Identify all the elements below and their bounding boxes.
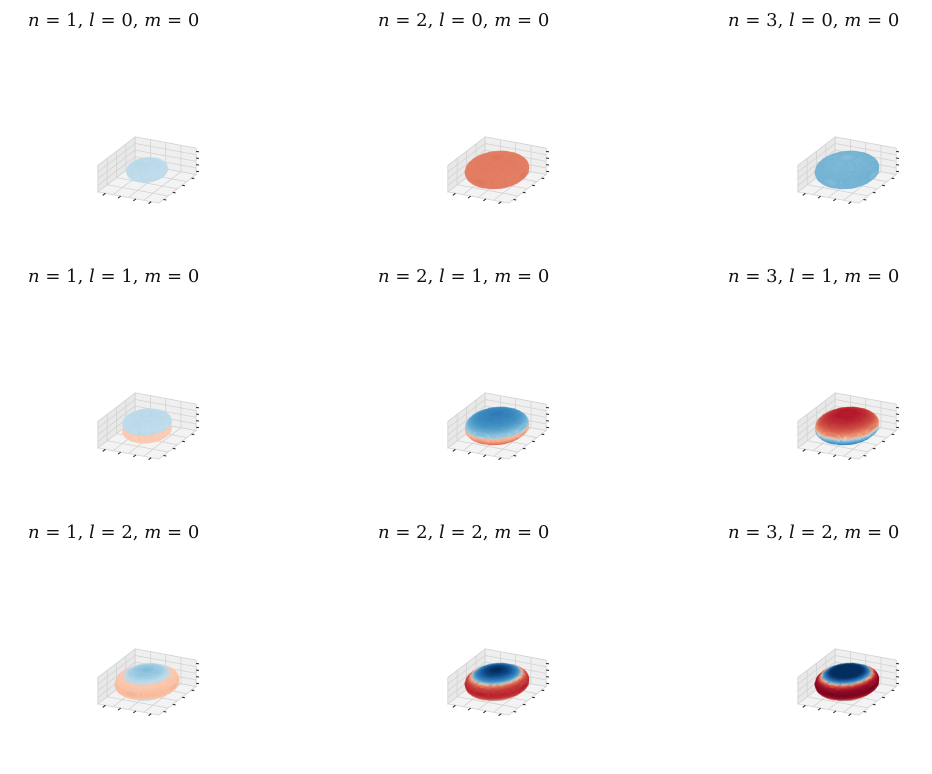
x-tick: [133, 199, 136, 201]
subplot-title: n = 2, l = 0, m = 0: [378, 10, 549, 31]
subplot-n1-l0-m0: n = 1, l = 0, m = 0: [28, 4, 318, 254]
y-tick: [542, 178, 545, 179]
x-tick: [468, 196, 471, 198]
subplot-title: n = 1, l = 0, m = 0: [28, 10, 199, 31]
x-tick: [499, 202, 502, 204]
z-tick: [196, 151, 199, 152]
y-tick: [173, 192, 176, 193]
z-tick: [546, 171, 549, 172]
x-tick: [103, 193, 106, 195]
y-tick: [532, 185, 535, 186]
y-tick: [163, 200, 166, 201]
z-tick: [546, 151, 549, 152]
x-tick: [118, 196, 121, 198]
y-tick: [182, 185, 185, 186]
axes-3d[interactable]: [28, 38, 318, 254]
z-tick: [196, 171, 199, 172]
z-tick: [196, 165, 199, 166]
x-tick: [149, 202, 152, 204]
y-tick: [192, 178, 195, 179]
z-tick: [546, 158, 549, 159]
x-tick: [453, 193, 456, 195]
z-tick: [546, 165, 549, 166]
axes-3d[interactable]: [378, 38, 668, 254]
subplot-n2-l0-m0: n = 2, l = 0, m = 0: [378, 4, 668, 254]
y-tick: [523, 192, 526, 193]
x-tick: [483, 199, 486, 201]
y-tick: [513, 200, 516, 201]
z-tick: [196, 158, 199, 159]
scatter-point: [154, 173, 159, 178]
